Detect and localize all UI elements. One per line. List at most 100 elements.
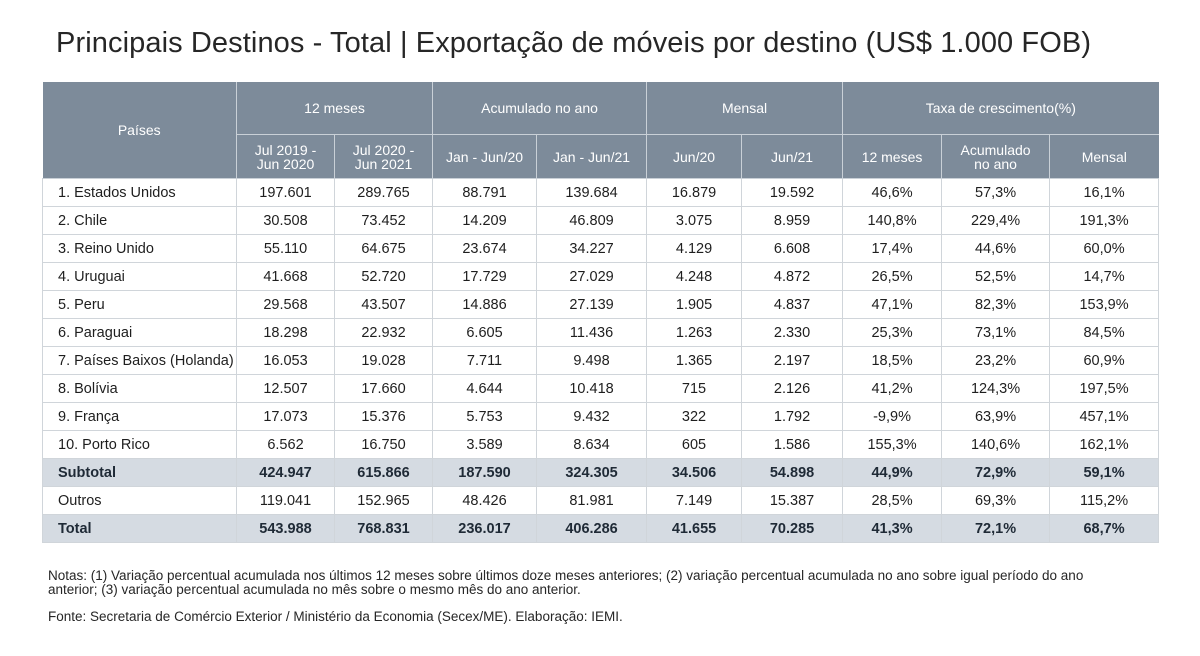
total-row: Total 543.988 768.831 236.017 406.286 41.655 7… <box>42 514 1160 543</box>
table-cell: 72,9% <box>941 458 1051 487</box>
table-row: 3. Reino Unido 55.110 64.675 23.674 34.227 4.… <box>42 234 1160 263</box>
subheader-cell: 12 meses <box>842 134 943 179</box>
table-cell: 424.947 <box>236 458 335 487</box>
header-group-mensal: Mensal <box>646 82 844 135</box>
table-cell: 139.684 <box>536 178 648 207</box>
table-header: Países 12 meses Acumulado no ano Mensal … <box>42 82 1159 179</box>
table-cell: 19.592 <box>741 178 844 207</box>
table-cell: 44,6% <box>941 234 1051 263</box>
table-cell: 17.729 <box>432 262 538 291</box>
table-cell: 457,1% <box>1049 402 1160 431</box>
table-cell: 3.075 <box>646 206 743 235</box>
table-cell: 16.053 <box>236 346 335 375</box>
table-cell: 34.227 <box>536 234 648 263</box>
table-cell: 41,3% <box>842 514 943 543</box>
subheader-cell: Jul 2020 - Jun 2021 <box>334 134 434 179</box>
table-cell: 27.139 <box>536 290 648 319</box>
table-cell: 88.791 <box>432 178 538 207</box>
table-cell: 152.965 <box>334 486 434 515</box>
table-cell: 140,6% <box>941 430 1051 459</box>
table-row: 2. Chile 30.508 73.452 14.209 46.809 3.075 8.9… <box>42 206 1160 235</box>
export-table: Países 12 meses Acumulado no ano Mensal … <box>42 82 1160 543</box>
table-cell: -9,9% <box>842 402 943 431</box>
subheader-cell: Jun/20 <box>646 134 743 179</box>
table-cell: 324.305 <box>536 458 648 487</box>
table-cell: 8.959 <box>741 206 844 235</box>
table-cell: 289.765 <box>334 178 434 207</box>
header-paises: Países <box>42 82 237 179</box>
table-cell: 44,9% <box>842 458 943 487</box>
table-cell: 8.634 <box>536 430 648 459</box>
subheader-line: Jun/21 <box>771 148 814 165</box>
table-cell: 16,1% <box>1049 178 1160 207</box>
table-row: 1. Estados Unidos 197.601 289.765 88.791 139… <box>42 178 1160 207</box>
table-cell: 73,1% <box>941 318 1051 347</box>
table-cell: 7.711 <box>432 346 538 375</box>
table-cell: 30.508 <box>236 206 335 235</box>
table-cell: 15.376 <box>334 402 434 431</box>
table-cell: 2.126 <box>741 374 844 403</box>
table-cell: 73.452 <box>334 206 434 235</box>
table-cell: 6.605 <box>432 318 538 347</box>
table-cell: 17,4% <box>842 234 943 263</box>
table-cell: 197,5% <box>1049 374 1160 403</box>
table-cell: 54.898 <box>741 458 844 487</box>
table-cell: 57,3% <box>941 178 1051 207</box>
subheader-cell: Acumulado no ano <box>941 134 1051 179</box>
table-cell: 47,1% <box>842 290 943 319</box>
table-cell: 605 <box>646 430 743 459</box>
subheader-cell: Jan - Jun/21 <box>536 134 648 179</box>
table-cell: 84,5% <box>1049 318 1160 347</box>
subheader-cell: Jul 2019 - Jun 2020 <box>236 134 335 179</box>
row-label: Total <box>42 514 237 543</box>
table-cell: 406.286 <box>536 514 648 543</box>
table-cell: 46.809 <box>536 206 648 235</box>
table-cell: 715 <box>646 374 743 403</box>
table-cell: 41.655 <box>646 514 743 543</box>
table-row: 10. Porto Rico 6.562 16.750 3.589 8.634 605 1.… <box>42 430 1160 459</box>
table-cell: 229,4% <box>941 206 1051 235</box>
row-label: 4. Uruguai <box>42 262 237 291</box>
table-cell: 52.720 <box>334 262 434 291</box>
table-cell: 22.932 <box>334 318 434 347</box>
subtotal-row: Subtotal 424.947 615.866 187.590 324.305 34.5… <box>42 458 1160 487</box>
table-cell: 115,2% <box>1049 486 1160 515</box>
table-notes: Notas: (1) Variação percentual acumulada… <box>48 568 1084 597</box>
table-cell: 197.601 <box>236 178 335 207</box>
table-cell: 16.750 <box>334 430 434 459</box>
table-cell: 191,3% <box>1049 206 1160 235</box>
table-cell: 124,3% <box>941 374 1051 403</box>
table-cell: 7.149 <box>646 486 743 515</box>
row-label: 1. Estados Unidos <box>42 178 237 207</box>
table-row: 7. Países Baixos (Holanda) 16.053 19.028 7.… <box>42 346 1160 375</box>
row-label: 2. Chile <box>42 206 237 235</box>
subheader-line: 12 meses <box>861 148 923 165</box>
table-cell: 3.589 <box>432 430 538 459</box>
table-cell: 4.248 <box>646 262 743 291</box>
table-cell: 81.981 <box>536 486 648 515</box>
table-cell: 27.029 <box>536 262 648 291</box>
row-label: 3. Reino Unido <box>42 234 237 263</box>
table-cell: 12.507 <box>236 374 335 403</box>
table-cell: 26,5% <box>842 262 943 291</box>
table-cell: 4.644 <box>432 374 538 403</box>
row-label: 7. Países Baixos (Holanda) <box>42 346 237 375</box>
table-cell: 6.562 <box>236 430 335 459</box>
row-label: Subtotal <box>42 458 237 487</box>
table-cell: 155,3% <box>842 430 943 459</box>
table-cell: 9.498 <box>536 346 648 375</box>
table-cell: 15.387 <box>741 486 844 515</box>
subheader-line: Jun 2020 <box>256 155 315 172</box>
subheader-line: Mensal <box>1081 148 1127 165</box>
row-label: 6. Paraguai <box>42 318 237 347</box>
table-cell: 68,7% <box>1049 514 1160 543</box>
table-cell: 23.674 <box>432 234 538 263</box>
table-cell: 768.831 <box>334 514 434 543</box>
table-cell: 60,0% <box>1049 234 1160 263</box>
table-cell: 64.675 <box>334 234 434 263</box>
table-cell: 4.837 <box>741 290 844 319</box>
row-label: 8. Bolívia <box>42 374 237 403</box>
table-cell: 18.298 <box>236 318 335 347</box>
table-cell: 46,6% <box>842 178 943 207</box>
subheader-line: Jan - Jun/21 <box>552 148 631 165</box>
